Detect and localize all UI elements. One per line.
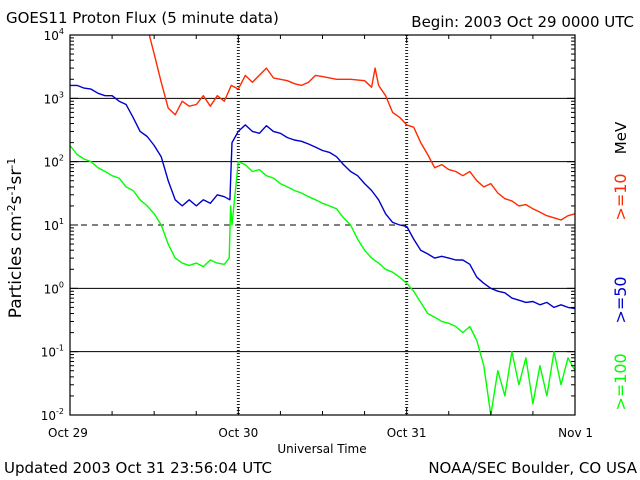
units-label: MeV — [612, 121, 630, 154]
x-tick-label: Nov 1 — [558, 426, 593, 440]
begin-label: Begin: 2003 Oct 29 0000 UTC — [411, 13, 634, 31]
x-axis-title: Universal Time — [277, 442, 366, 456]
y-axis-title: Particles cm-2s-1sr-1 — [5, 158, 26, 319]
x-tick-label: Oct 29 — [48, 426, 88, 440]
x-tick-label: Oct 31 — [387, 426, 427, 440]
legend-label-3: >=100 — [611, 353, 630, 410]
updated-label: Updated 2003 Oct 31 23:56:04 UTC — [4, 459, 272, 477]
chart-title: GOES11 Proton Flux (5 minute data) — [6, 9, 279, 27]
y-tick-label: 10-2 — [41, 407, 64, 423]
axis-layer: Oct 29 Oct 30 Oct 31 Nov 1 104 103 102 101 100 10… — [41, 27, 593, 440]
series-line-3 — [69, 145, 576, 416]
y-tick-label: 104 — [44, 27, 64, 43]
x-tick-label: Oct 30 — [218, 426, 258, 440]
y-tick-label: 103 — [44, 90, 64, 106]
series-legend: >=10 >=50 >=100 — [611, 173, 630, 410]
legend-label-2: >=50 — [611, 276, 630, 323]
y-tick-label: 10-1 — [41, 344, 64, 360]
day-boundary-marks — [236, 35, 409, 415]
series-line-1 — [148, 34, 576, 221]
reference-lines — [70, 97, 575, 353]
y-tick-label: 101 — [44, 217, 64, 233]
credit-label: NOAA/SEC Boulder, CO USA — [428, 459, 637, 477]
y-tick-label: 102 — [44, 154, 64, 170]
series-line-2 — [70, 84, 576, 310]
series-layer — [69, 34, 576, 416]
legend-label-1: >=10 — [611, 173, 630, 220]
y-tick-label: 100 — [44, 280, 64, 296]
